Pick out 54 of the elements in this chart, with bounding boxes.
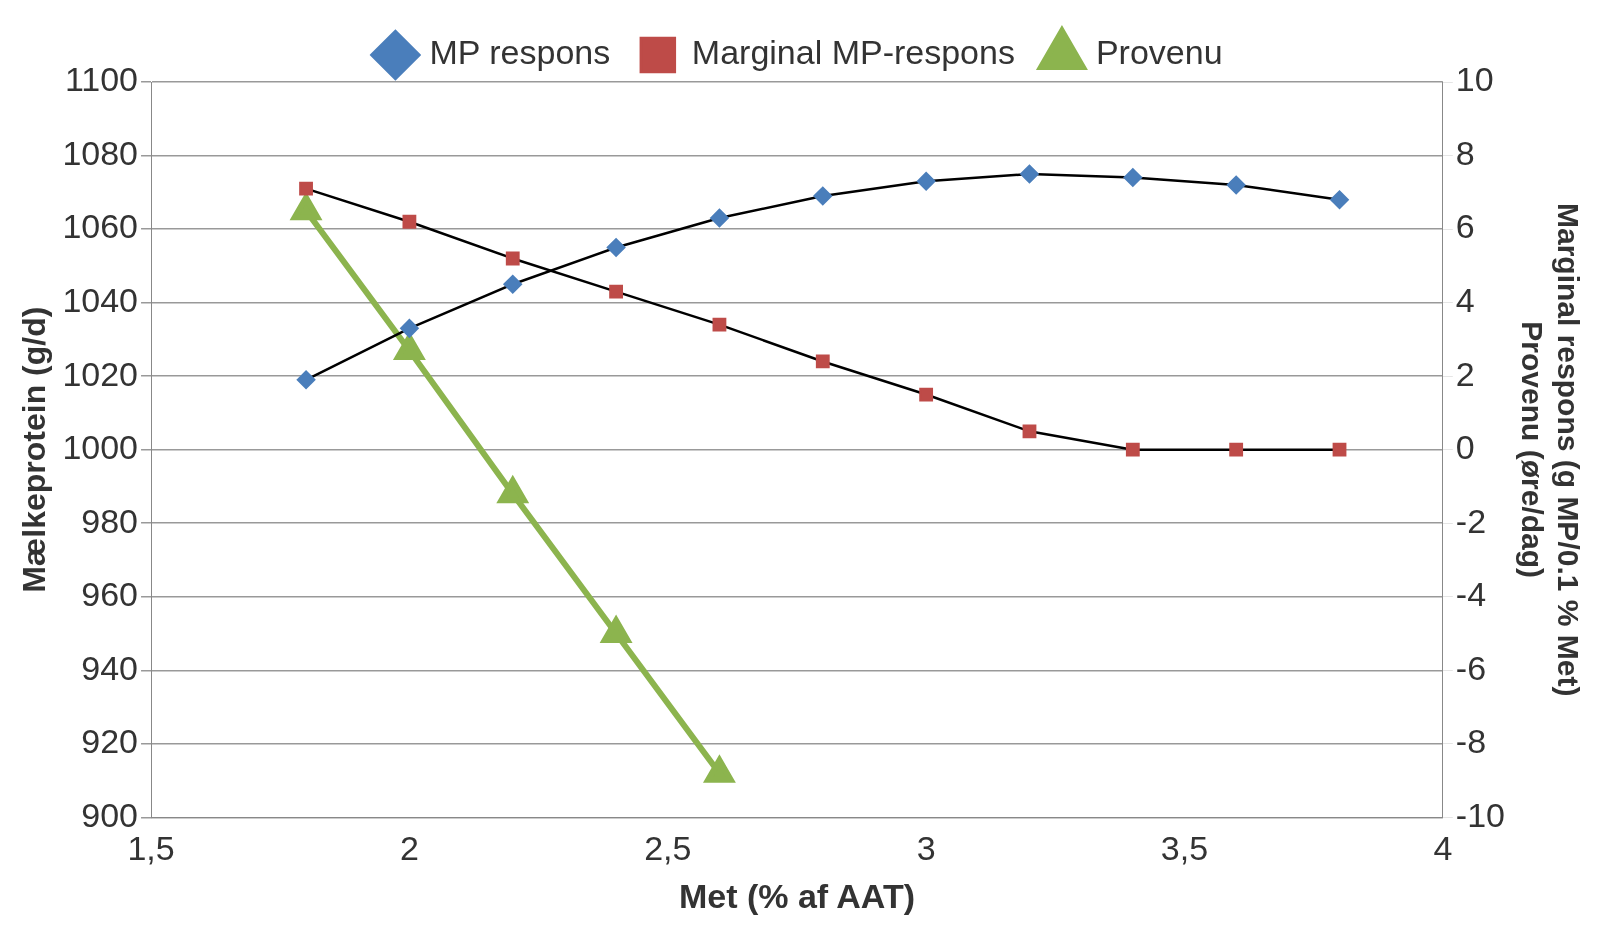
y2-tick-label: 8 bbox=[1455, 133, 1475, 172]
x-tick-label: 3,5 bbox=[1160, 829, 1209, 868]
point bbox=[710, 208, 729, 228]
y-tick-label: 1020 bbox=[62, 354, 139, 393]
y-tick-label: 1100 bbox=[64, 60, 139, 99]
y-tick-label: 960 bbox=[81, 575, 139, 614]
point bbox=[1022, 424, 1037, 439]
point bbox=[1330, 190, 1349, 209]
x-axis-title: Met (% af AAT) bbox=[678, 876, 915, 915]
y-tick-label: 1060 bbox=[62, 207, 139, 246]
y2-tick-label: 4 bbox=[1455, 280, 1475, 319]
point bbox=[1020, 164, 1039, 184]
point bbox=[1125, 442, 1140, 457]
point bbox=[815, 354, 830, 369]
point bbox=[916, 172, 936, 191]
y2-tick-label: -10 bbox=[1455, 795, 1505, 834]
x-tick-label: 4 bbox=[1433, 829, 1453, 868]
point bbox=[813, 186, 833, 206]
legend-label: Provenu bbox=[1095, 33, 1223, 72]
y-tick-label: 920 bbox=[81, 722, 139, 761]
point bbox=[712, 317, 727, 332]
point bbox=[296, 370, 316, 390]
x-tick-label: 2 bbox=[399, 829, 419, 868]
y2-tick-label: -8 bbox=[1455, 722, 1487, 761]
y2-tick-label: -6 bbox=[1455, 648, 1487, 687]
point bbox=[606, 238, 626, 257]
y2-tick-label: 0 bbox=[1455, 428, 1475, 467]
y2-axis-title: Marginal respons (g MP/0.1 % Met) Provenu (øre/dag) bbox=[1515, 202, 1585, 697]
y-axis-title: Mælkeprotein (g/d) bbox=[16, 306, 53, 593]
point bbox=[505, 251, 520, 266]
x-tick-label: 3 bbox=[916, 829, 936, 868]
y2-tick-label: 6 bbox=[1455, 207, 1475, 246]
point bbox=[299, 181, 313, 196]
point bbox=[402, 214, 417, 229]
x-tick-label: 2,5 bbox=[644, 829, 692, 868]
point bbox=[1332, 442, 1347, 457]
y-tick-label: 1080 bbox=[62, 133, 139, 172]
y2-tick-label: 10 bbox=[1455, 60, 1494, 99]
point bbox=[400, 319, 419, 338]
point bbox=[1229, 442, 1244, 457]
y-tick-label: 1040 bbox=[62, 280, 139, 319]
point bbox=[1226, 175, 1246, 195]
point bbox=[503, 274, 522, 294]
y-tick-label: 940 bbox=[81, 648, 139, 687]
legend-label: MP respons bbox=[429, 33, 611, 72]
y-tick-label: 1000 bbox=[62, 428, 139, 467]
legend-label: Marginal MP-respons bbox=[691, 33, 1015, 72]
point bbox=[609, 284, 623, 299]
point bbox=[919, 387, 934, 402]
y-tick-label: 980 bbox=[81, 501, 139, 540]
y2-tick-label: 2 bbox=[1455, 354, 1475, 393]
point bbox=[1123, 168, 1143, 187]
y2-tick-label: -4 bbox=[1455, 575, 1487, 614]
y2-tick-label: -2 bbox=[1455, 501, 1487, 540]
